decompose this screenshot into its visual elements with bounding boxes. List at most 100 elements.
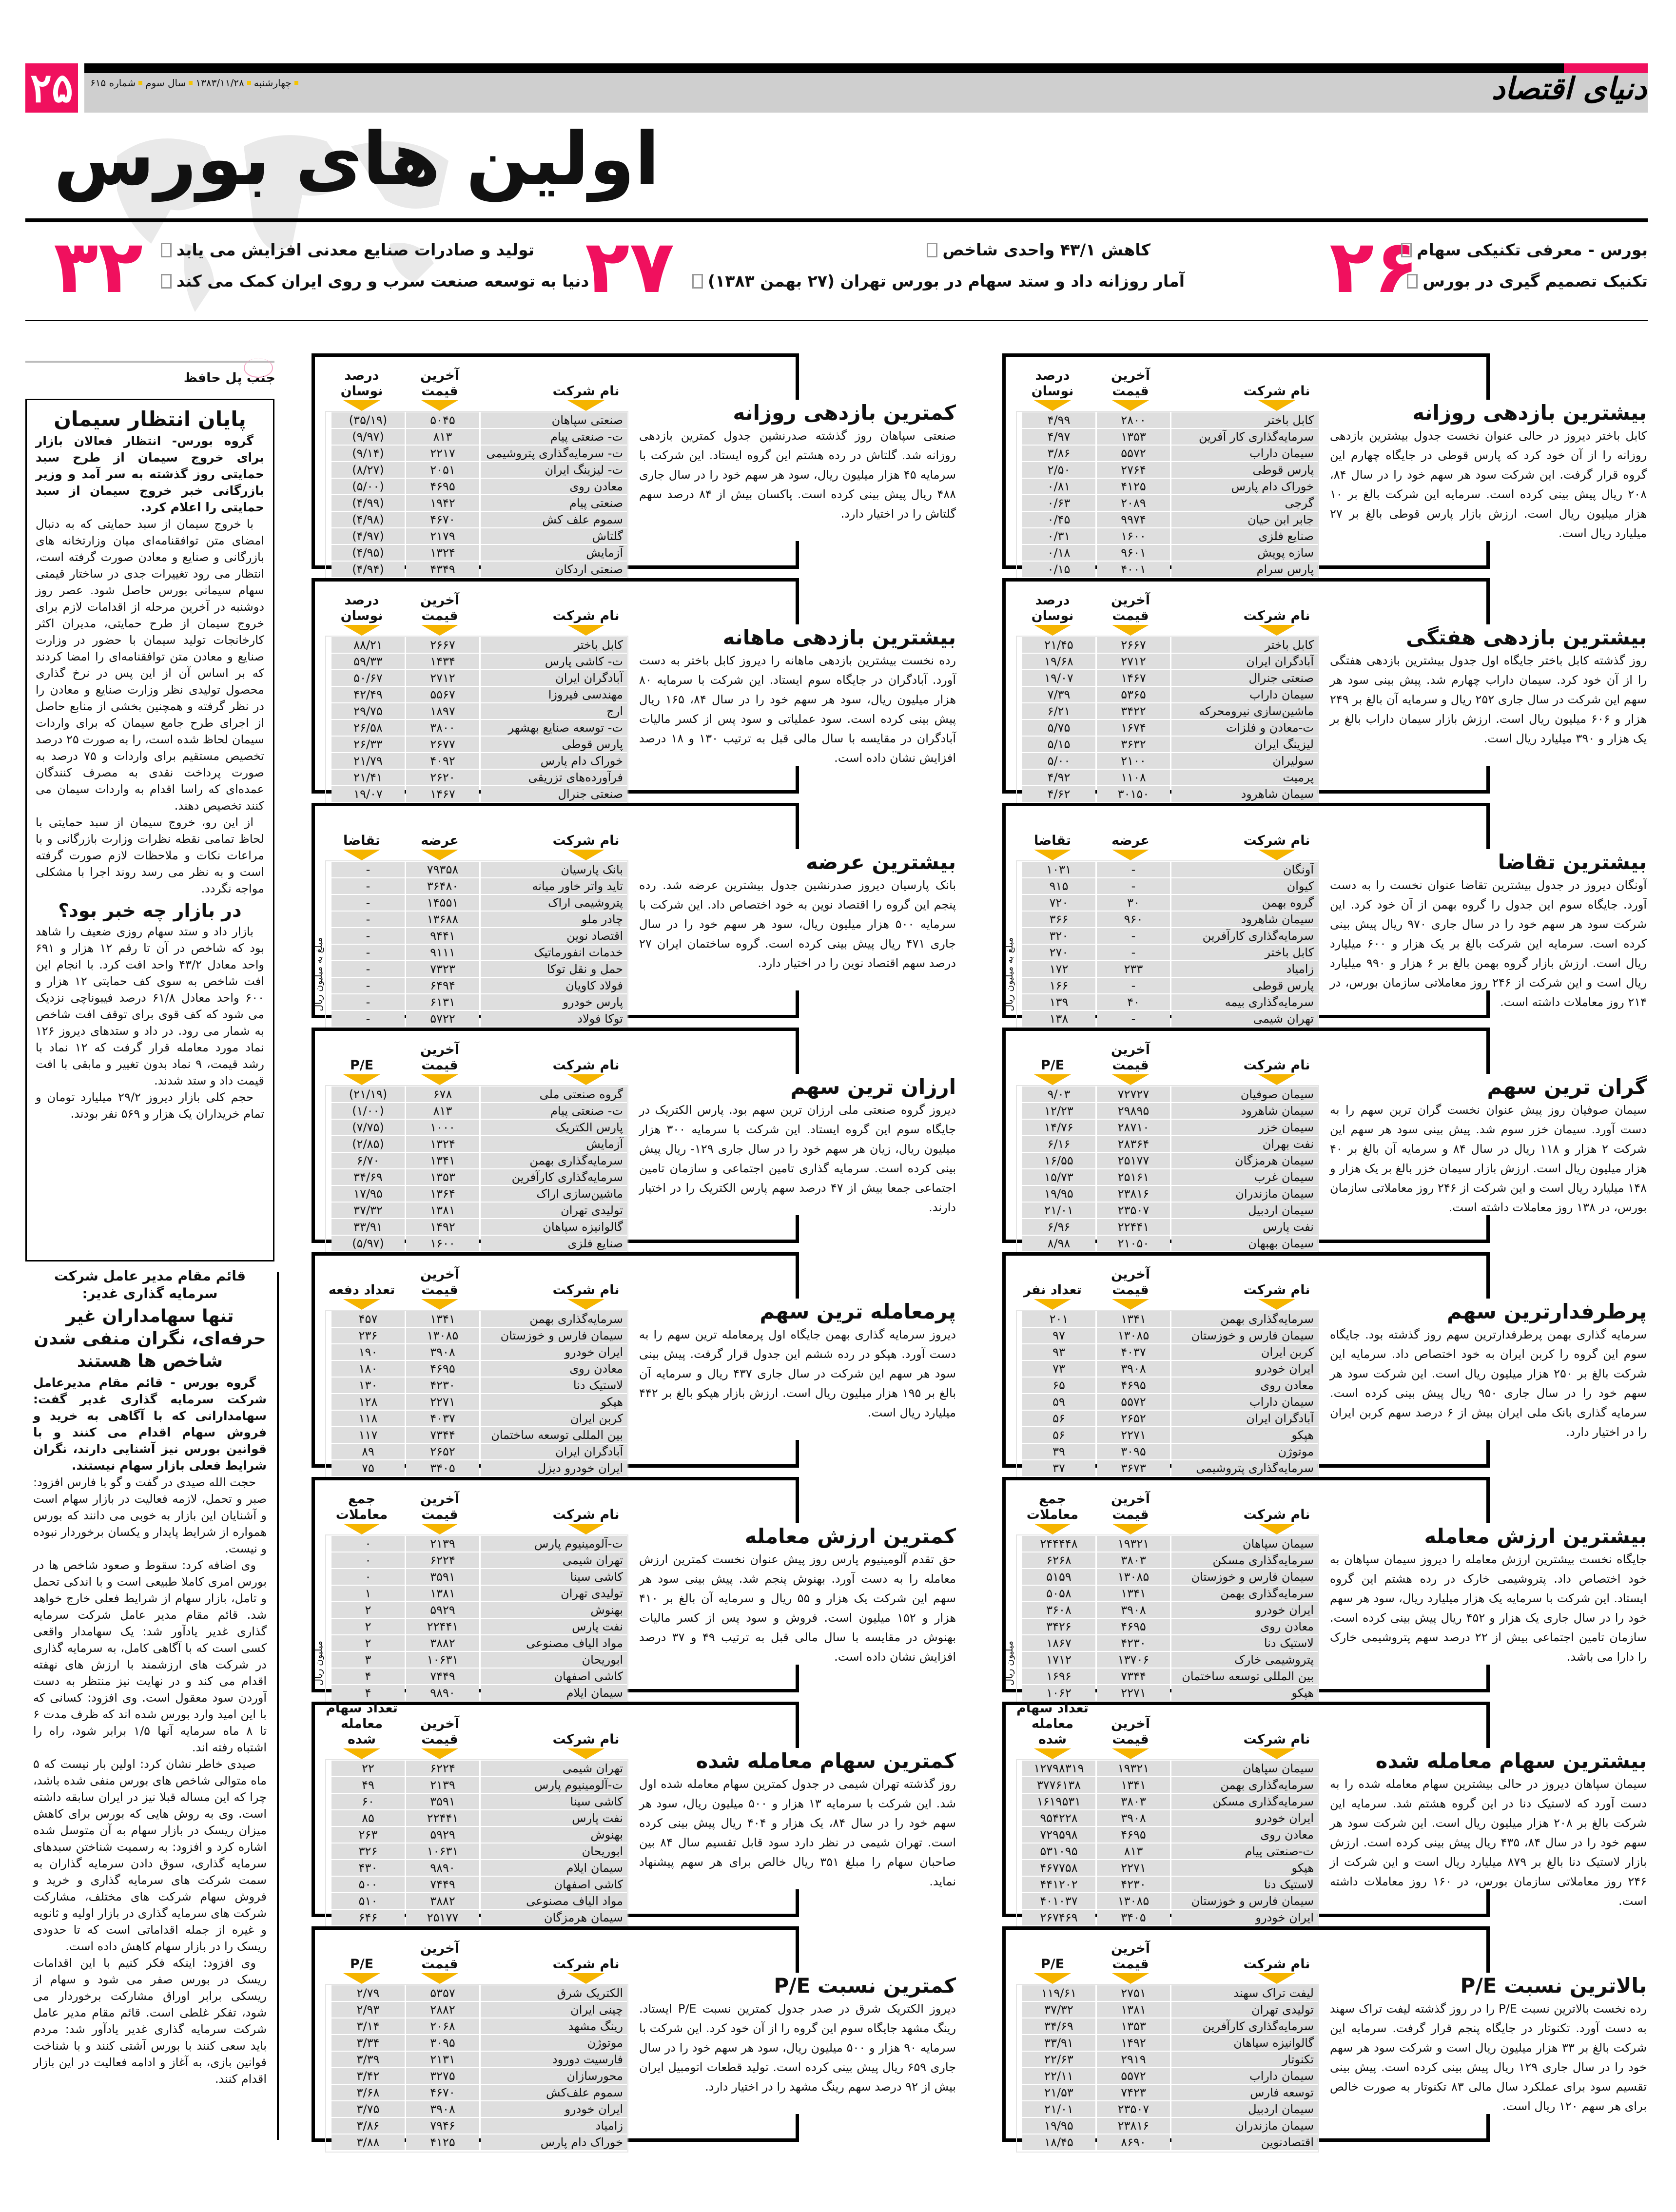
table-row[interactable]: محورسازان ۳۲۷۵ ۳/۴۲ (327, 2068, 627, 2084)
table-row[interactable]: سیمان فارس و خوزستان ۱۳۰۸۵ ۴۰۱۰۳۷ (1017, 1893, 1318, 1909)
column-header[interactable]: تقاضا (343, 833, 380, 848)
table-row[interactable]: سیمان داراب ۵۳۶۵ ۷/۳۹ (1017, 687, 1318, 702)
table-row[interactable]: صنایع فلزی ۱۶۰۰ ۰/۳۱ (1017, 528, 1318, 544)
column-header[interactable]: آخرین قیمت (420, 593, 459, 623)
column-header[interactable]: جمع معاملات (1026, 1492, 1079, 1522)
table-row[interactable]: صنایع فلزی ۱۶۰۰ (۵/۹۷) (327, 1236, 627, 1251)
column-header[interactable]: آخرین قیمت (1111, 1492, 1150, 1522)
table-row[interactable]: آبادگران ایران ۲۷۱۲ ۵۰/۶۷ (327, 670, 627, 686)
table-row[interactable]: سیمان شاهرود ۲۹۸۹۵ ۱۲/۲۳ (1017, 1103, 1318, 1119)
teaser-page-32[interactable]: ۳۲ تولید و صادرات صنایع معدنی افزایش می … (54, 231, 589, 305)
table-row[interactable]: پتروشیمی خارک ۱۳۷۰۶ ۱۷۱۲ (1017, 1652, 1318, 1668)
column-header[interactable]: نام شرکت (1243, 384, 1310, 399)
table-row[interactable]: خوراک دام پارس ۴۱۲۵ ۳/۸۸ (327, 2134, 627, 2150)
table-row[interactable]: ت-آلومینیوم پارس ۲۱۳۹ ۰ (327, 1536, 627, 1552)
table-row[interactable]: پرمیت ۱۱۰۸ ۴/۹۲ (1017, 770, 1318, 785)
table-row[interactable]: آبادگران ایران ۲۶۵۲ ۵۶ (1017, 1411, 1318, 1426)
table-row[interactable]: سیمان داراب ۵۵۷۲ ۲۲/۱۱ (1017, 2068, 1318, 2084)
table-row[interactable]: پارس سرام ۴۰۰۱ ۰/۱۵ (1017, 562, 1318, 577)
column-header[interactable]: آخرین قیمت (420, 1492, 459, 1522)
table-row[interactable]: کربن ایران ۴۰۳۷ ۹۳ (1017, 1344, 1318, 1360)
column-header[interactable]: نام شرکت (1243, 1957, 1310, 1972)
column-header[interactable]: آخرین قیمت (420, 1042, 459, 1073)
table-row[interactable]: سیمان اردبیل ۲۳۵۰۷ ۲۱/۰۱ (1017, 2101, 1318, 2117)
table-row[interactable]: کابل باختر ۲۶۶۷ ۲۱/۴۵ (1017, 637, 1318, 653)
table-row[interactable]: سرمایه‌گذاری بهمن ۱۳۴۱ ۳۷۷۶۱۳۸ (1017, 1777, 1318, 1793)
table-row[interactable]: جابر ابن حیان ۹۹۷۴ ۰/۴۵ (1017, 512, 1318, 527)
table-row[interactable]: موتوژن ۳۰۹۵ ۳/۳۴ (327, 2035, 627, 2051)
column-header[interactable]: نام شرکت (1243, 1058, 1310, 1073)
column-header[interactable]: نام شرکت (1243, 1732, 1310, 1747)
table-row[interactable]: آبادگران ایران ۲۶۵۲ ۸۹ (327, 1444, 627, 1459)
table-row[interactable]: کاشی اصفهان ۷۴۴۹ ۵۰۰ (327, 1877, 627, 1892)
column-header[interactable]: تعداد سهام معامله شده (1016, 1701, 1089, 1747)
table-row[interactable]: مواد الیاف مصنوعی ۳۸۸۲ ۵۱۰ (327, 1893, 627, 1909)
column-header[interactable]: تعداد نفر (1023, 1282, 1082, 1298)
teaser-page-27[interactable]: ۲۷ کاهش ۴۳/۱ واحدی شاخص آمار روزانه داد … (585, 231, 1185, 305)
table-row[interactable]: پارس قوطی ۲۶۷۷ ۲۶/۳۳ (327, 737, 627, 752)
teaser-link[interactable]: تولید و صادرات صنایع معدنی افزایش می یاب… (161, 240, 534, 259)
teaser-link[interactable]: آمار روزانه داد و ستد سهام در بورس تهران… (692, 272, 1185, 291)
table-row[interactable]: ت- صنعتی پیام ۸۱۳ (۹/۹۷) (327, 429, 627, 445)
column-header[interactable]: نام شرکت (552, 1507, 620, 1522)
column-header[interactable]: آخرین قیمت (1111, 1042, 1150, 1073)
table-row[interactable]: مهندسی فیروزا ۵۵۶۷ ۴۲/۴۹ (327, 687, 627, 702)
table-row[interactable]: ایران خودرو ۳۹۰۸ ۳۶۰۸ (1017, 1602, 1318, 1618)
table-row[interactable]: معادن روی ۴۶۹۵ ۶۵ (1017, 1378, 1318, 1393)
column-header[interactable]: نام شرکت (552, 1957, 620, 1972)
table-row[interactable]: تهران شیمی ۶۲۲۴ ۰ (327, 1552, 627, 1568)
table-row[interactable]: لیزینگ ایران ۳۶۳۲ ۵/۱۵ (1017, 737, 1318, 752)
table-row[interactable]: سرمایه‌گذاری بهمن ۱۳۴۱ ۲۰۱ (1017, 1311, 1318, 1327)
table-row[interactable]: هپکو ۲۲۷۱ ۴۶۷۷۵۸ (1017, 1860, 1318, 1876)
table-row[interactable]: آبادگران ایران ۲۷۱۲ ۱۹/۶۸ (1017, 654, 1318, 669)
table-row[interactable]: لیفت تراک سهند ۲۷۵۱ ۱۱۹/۶۱ (1017, 1985, 1318, 2001)
table-row[interactable]: اقتصادنوین ۸۶۹۰ ۱۸/۴۵ (1017, 2134, 1318, 2150)
table-row[interactable]: ایران خودرو دیزل ۳۴۰۵ ۷۵ (327, 1460, 627, 1476)
table-row[interactable]: گالوانیزه سپاهان ۱۴۹۲ ۳۳/۹۱ (1017, 2035, 1318, 2051)
table-row[interactable]: خوراک دام پارس ۴۰۹۲ ۲۱/۷۹ (327, 753, 627, 769)
table-row[interactable]: گلتاش ۲۱۷۹ (۴/۹۷) (327, 528, 627, 544)
table-row[interactable]: لاستیک دنا ۴۲۳۰ ۱۸۶۷ (1017, 1635, 1318, 1651)
table-row[interactable]: صنعتی اردکان ۴۳۴۹ (۴/۹۴) (327, 562, 627, 577)
table-row[interactable]: ایران خودرو ۳۹۰۸ ۱۹۰ (327, 1344, 627, 1360)
table-row[interactable]: کاشی اصفهان ۷۴۴۹ ۴ (327, 1669, 627, 1684)
table-row[interactable]: سرمایه‌گذاری مسکن ۳۸۰۳ ۱۶۱۹۵۳۱ (1017, 1794, 1318, 1809)
table-row[interactable]: سرمایه‌گذاری کارآفرین ۱۳۵۳ ۳۴/۶۹ (1017, 2018, 1318, 2034)
table-row[interactable]: سیمان بهبهان ۲۱۰۵۰ ۸/۹۸ (1017, 1236, 1318, 1251)
table-row[interactable]: صنعتی جنرال ۱۴۶۷ ۱۹/۰۷ (1017, 670, 1318, 686)
table-row[interactable]: سرمایه‌گذاری مسکن ۳۸۰۳ ۶۲۶۸ (1017, 1552, 1318, 1568)
table-row[interactable]: ایران خودرو ۳۹۰۸ ۹۵۴۲۲۸ (1017, 1810, 1318, 1826)
table-row[interactable]: ت- کاشی پارس ۱۴۳۴ ۵۹/۳۳ (327, 654, 627, 669)
table-row[interactable]: زامیاد ۷۹۴۶ ۳/۸۶ (327, 2118, 627, 2134)
table-row[interactable]: خوراک دام پارس ۴۱۲۵ ۰/۸۱ (1017, 479, 1318, 494)
column-header[interactable]: نام شرکت (1243, 1282, 1310, 1298)
table-row[interactable]: معادن روی ۴۶۹۵ ۷۲۹۵۹۸ (1017, 1827, 1318, 1843)
table-row[interactable]: اقتصاد نوین ۹۴۴۱- (327, 928, 627, 944)
table-row[interactable]: پتروشیمی اراک ۱۴۵۵۱- (327, 895, 627, 911)
column-header[interactable]: آخرین قیمت (420, 1716, 459, 1747)
column-header[interactable]: آخرین قیمت (1111, 1941, 1150, 1972)
column-header[interactable]: نام شرکت (552, 1282, 620, 1298)
column-header[interactable]: درصد نوسان (340, 593, 383, 623)
column-header[interactable]: درصد نوسان (1031, 368, 1074, 399)
table-row[interactable]: سیمان هرمزگان ۲۵۱۷۷ ۱۶/۵۵ (1017, 1153, 1318, 1168)
table-row[interactable]: تهران شیمی ۶۲۲۴ ۲۲ (327, 1761, 627, 1776)
table-row[interactable]: رینگ مشهد ۲۰۶۸ ۳/۱۴ (327, 2018, 627, 2034)
table-row[interactable]: کابل باختر ۲۶۶۷ ۸۸/۲۱ (327, 637, 627, 653)
table-row[interactable]: تولیدی تهران ۱۳۸۱ ۱ (327, 1586, 627, 1601)
table-row[interactable]: فرآورده‌های تزریقی ۲۶۲۰ ۲۱/۴۱ (327, 770, 627, 785)
column-header[interactable]: تعداد سهام معامله شده (326, 1701, 398, 1747)
column-header[interactable]: P/E (350, 1957, 374, 1972)
table-row[interactable]: سرمایه‌گذاری کارآفرین -۳۲۰ (1017, 928, 1318, 944)
table-row[interactable]: سیمان ایلام ۹۸۹۰ ۴ (327, 1685, 627, 1701)
column-header[interactable]: آخرین قیمت (420, 1941, 459, 1972)
table-row[interactable]: ماشین‌سازی نیرومحرکه ۳۴۲۲ ۶/۲۱ (1017, 703, 1318, 719)
table-row[interactable]: سرمایه‌گذاری کارآفرین ۱۳۵۳ ۳۴/۶۹ (327, 1169, 627, 1185)
table-row[interactable]: لاستیک دنا ۴۲۳۰ ۱۳۰ (327, 1378, 627, 1393)
table-row[interactable]: بانک پارسیان ۷۹۳۵۸- (327, 862, 627, 877)
table-row[interactable]: نفت پارس ۲۲۴۴۱ ۶/۹۶ (1017, 1219, 1318, 1235)
table-row[interactable]: تاید واتر خاور میانه ۳۶۴۸۰- (327, 878, 627, 894)
table-row[interactable]: پارس الکتریک ۱۰۰۰ (۷/۷۵) (327, 1120, 627, 1135)
table-row[interactable]: سیمان خزر ۲۸۷۱۰ ۱۴/۷۶ (1017, 1120, 1318, 1135)
table-row[interactable]: کربن ایران ۴۰۳۷ ۱۱۸ (327, 1411, 627, 1426)
